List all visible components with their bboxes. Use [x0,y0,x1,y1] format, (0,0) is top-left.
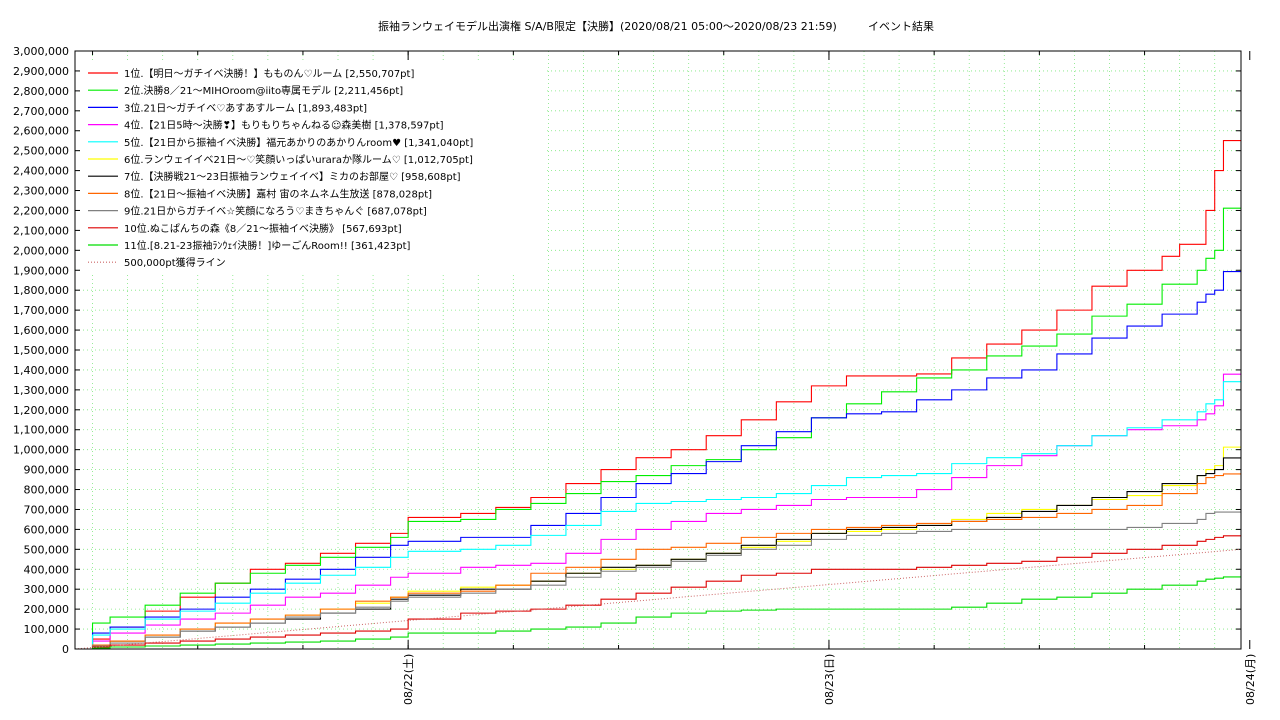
series-line-3 [75,271,1241,650]
legend-label: 2位.決勝8／21～MIHOroom@iito専属モデル [2,211,456p… [124,84,403,97]
y-tick-label: 2,000,000 [13,244,69,257]
legend-label: 3位.21日～ガチイベ♡あすあすルーム [1,893,483pt] [124,101,367,114]
y-tick-label: 600,000 [24,523,70,536]
y-tick-label: 1,300,000 [13,384,69,397]
series-line-4 [75,373,1241,650]
legend-label: 9位.21日からガチイベ☆笑顔になろう♡まきちゃんぐ [687,078pt] [124,205,427,218]
series-line-11 [75,576,1241,650]
y-tick-label: 2,800,000 [13,85,69,98]
y-tick-label: 1,700,000 [13,304,69,317]
series-line-1 [75,140,1241,650]
y-tick-label: 2,200,000 [13,204,69,217]
y-tick-label: 1,200,000 [13,404,69,417]
y-tick-label: 700,000 [24,503,70,516]
legend-background [80,63,544,274]
y-tick-label: 2,100,000 [13,224,69,237]
y-axis: 0 100,000 200,000 300,000 400,000 500,000 600,… [13,45,1241,656]
legend-label: 1位.【明日～ガチイベ決勝！】もものん♡ルーム [2,550,707pt] [124,67,414,80]
y-tick-label: 400,000 [24,563,70,576]
series-line-8 [75,473,1241,650]
y-tick-label: 1,500,000 [13,344,69,357]
y-tick-label: 100,000 [24,623,70,636]
y-tick-label: 0 [62,643,69,656]
legend-label: 500,000pt獲得ライン [124,256,226,269]
y-tick-label: 200,000 [24,603,70,616]
y-tick-label: 1,900,000 [13,264,69,277]
legend-label: 6位.ランウェイイベ21日～♡笑顔いっぱいuraraか隊ルーム♡ [1,012,… [124,153,473,166]
y-tick-label: 1,000,000 [13,444,69,457]
series-line-9 [75,511,1241,650]
x-tick-label: 08/22(土) [402,654,415,705]
y-tick-label: 2,600,000 [13,125,69,138]
series-line-10 [75,535,1241,650]
y-tick-label: 1,600,000 [13,324,69,337]
y-tick-label: 500,000 [24,543,70,556]
x-axis: 08/22(土) 08/23(日) 08/24(月) [92,51,1257,705]
plot-frame [74,50,1242,650]
legend-label: 11位.[8.21-23振袖ﾗﾝｳｪｲ決勝！]ゆーごんRoom!! [361,4… [124,239,410,252]
series-line-5 [75,381,1241,650]
y-tick-label: 2,500,000 [13,145,69,158]
x-tick-label: 08/23(日) [823,654,836,705]
y-tick-label: 1,800,000 [13,284,69,297]
x-tick-label: 08/24(月) [1244,654,1257,705]
chart-title: 振袖ランウェイモデル出演権 S/A/B限定【決勝】(2020/08/21 05:… [378,19,837,33]
y-tick-label: 900,000 [24,464,70,477]
series-line-2 [75,207,1241,650]
series-line-12 [74,548,1242,650]
legend-label: 4位.【21日5時～決勝❣】もりもりちゃんねる☺森美樹 [1,378,597pt… [124,119,444,132]
y-tick-label: 800,000 [24,484,70,497]
chart-subtitle: イベント結果 [868,19,934,33]
y-tick-label: 2,900,000 [13,65,69,78]
y-tick-label: 300,000 [24,583,70,596]
y-tick-label: 2,300,000 [13,185,69,198]
legend-label: 5位.【21日から振袖イベ決勝】福元あかりのあかりんroom♥ [1,341,0… [124,136,473,149]
y-tick-label: 1,100,000 [13,424,69,437]
legend-label: 8位.【21日～振袖イベ決勝】嘉村 宙のネムネム生放送 [878,028pt] [124,187,432,200]
legend-label: 7位.【決勝戦21～23日振袖ランウェイイベ】ミカのお部屋♡ [958,608p… [124,170,461,183]
series-lines [74,140,1242,650]
legend: 1位.【明日～ガチイベ決勝！】もものん♡ルーム [2,550,707pt] 2位.… [80,63,544,274]
y-tick-label: 1,400,000 [13,364,69,377]
y-tick-label: 2,700,000 [13,105,69,118]
y-tick-label: 3,000,000 [13,45,69,58]
legend-label: 10位.ぬこぱんちの森《8／21～振袖イベ決勝》 [567,693pt] [124,222,402,235]
y-tick-label: 2,400,000 [13,165,69,178]
